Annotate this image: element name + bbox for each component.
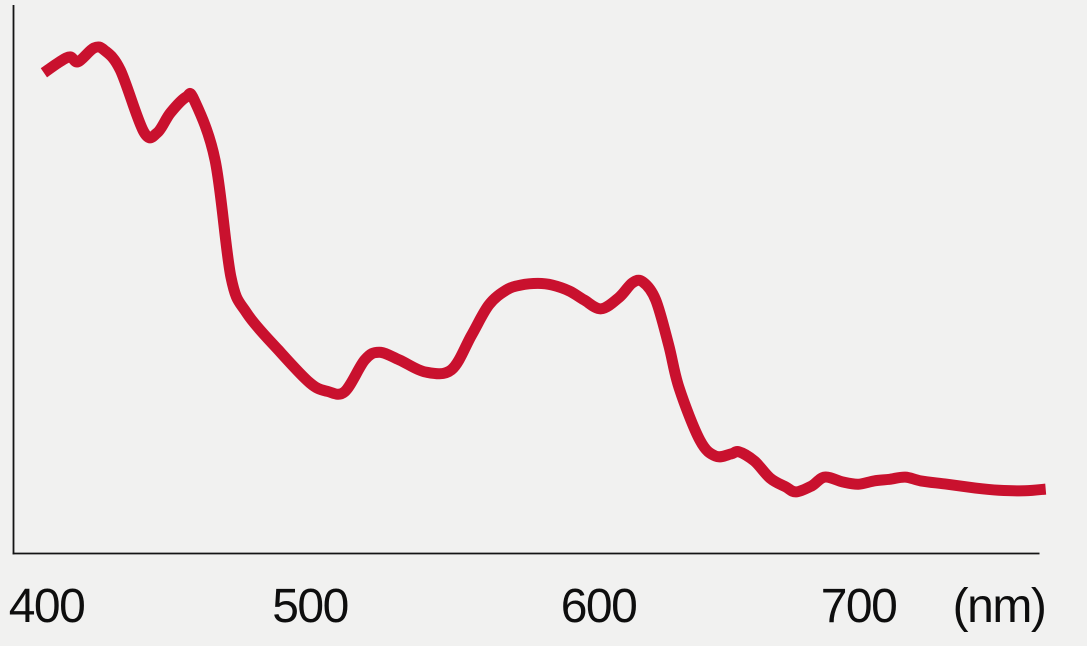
spectral-curve <box>40 41 1047 498</box>
